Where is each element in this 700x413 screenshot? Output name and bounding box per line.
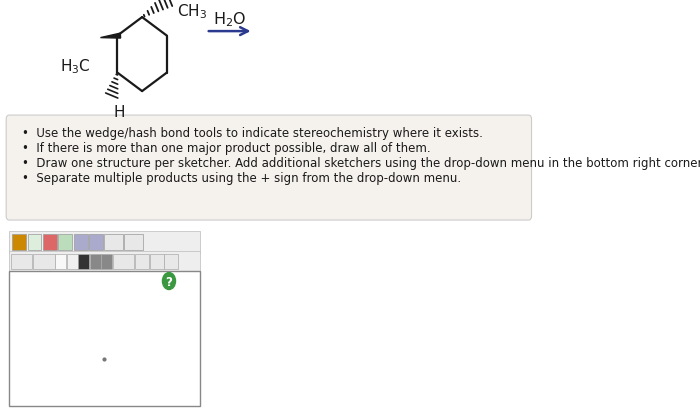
Text: H: H <box>113 105 125 120</box>
Polygon shape <box>101 34 120 39</box>
Bar <box>13 235 26 250</box>
Text: •  Separate multiple products using the + sign from the drop-down menu.: • Separate multiple products using the +… <box>22 171 461 184</box>
Bar <box>102 254 112 269</box>
Bar <box>43 235 57 250</box>
Bar <box>135 254 149 269</box>
Bar <box>113 254 134 269</box>
Bar <box>125 235 143 250</box>
Bar <box>33 254 55 269</box>
Bar <box>90 254 101 269</box>
Bar <box>58 235 72 250</box>
Bar <box>9 252 199 271</box>
Bar <box>9 232 199 254</box>
Bar <box>104 235 123 250</box>
Bar <box>89 235 103 250</box>
Bar <box>74 235 88 250</box>
Text: ?: ? <box>165 275 172 288</box>
Bar <box>55 254 66 269</box>
Text: •  Use the wedge/hash bond tools to indicate stereochemistry where it exists.: • Use the wedge/hash bond tools to indic… <box>22 126 482 139</box>
Text: H$_3$C: H$_3$C <box>60 57 90 76</box>
Text: •  If there is more than one major product possible, draw all of them.: • If there is more than one major produc… <box>22 141 430 154</box>
Bar <box>9 271 199 406</box>
Bar <box>150 254 164 269</box>
FancyBboxPatch shape <box>6 116 531 221</box>
Text: •  Draw one structure per sketcher. Add additional sketchers using the drop-down: • Draw one structure per sketcher. Add a… <box>22 156 700 169</box>
Bar <box>164 254 178 269</box>
Bar <box>78 254 89 269</box>
Bar <box>10 254 32 269</box>
Circle shape <box>162 273 176 290</box>
Text: H$_2$O: H$_2$O <box>213 11 246 29</box>
Bar <box>28 235 41 250</box>
Text: CH$_3$: CH$_3$ <box>176 3 206 21</box>
Bar <box>66 254 78 269</box>
